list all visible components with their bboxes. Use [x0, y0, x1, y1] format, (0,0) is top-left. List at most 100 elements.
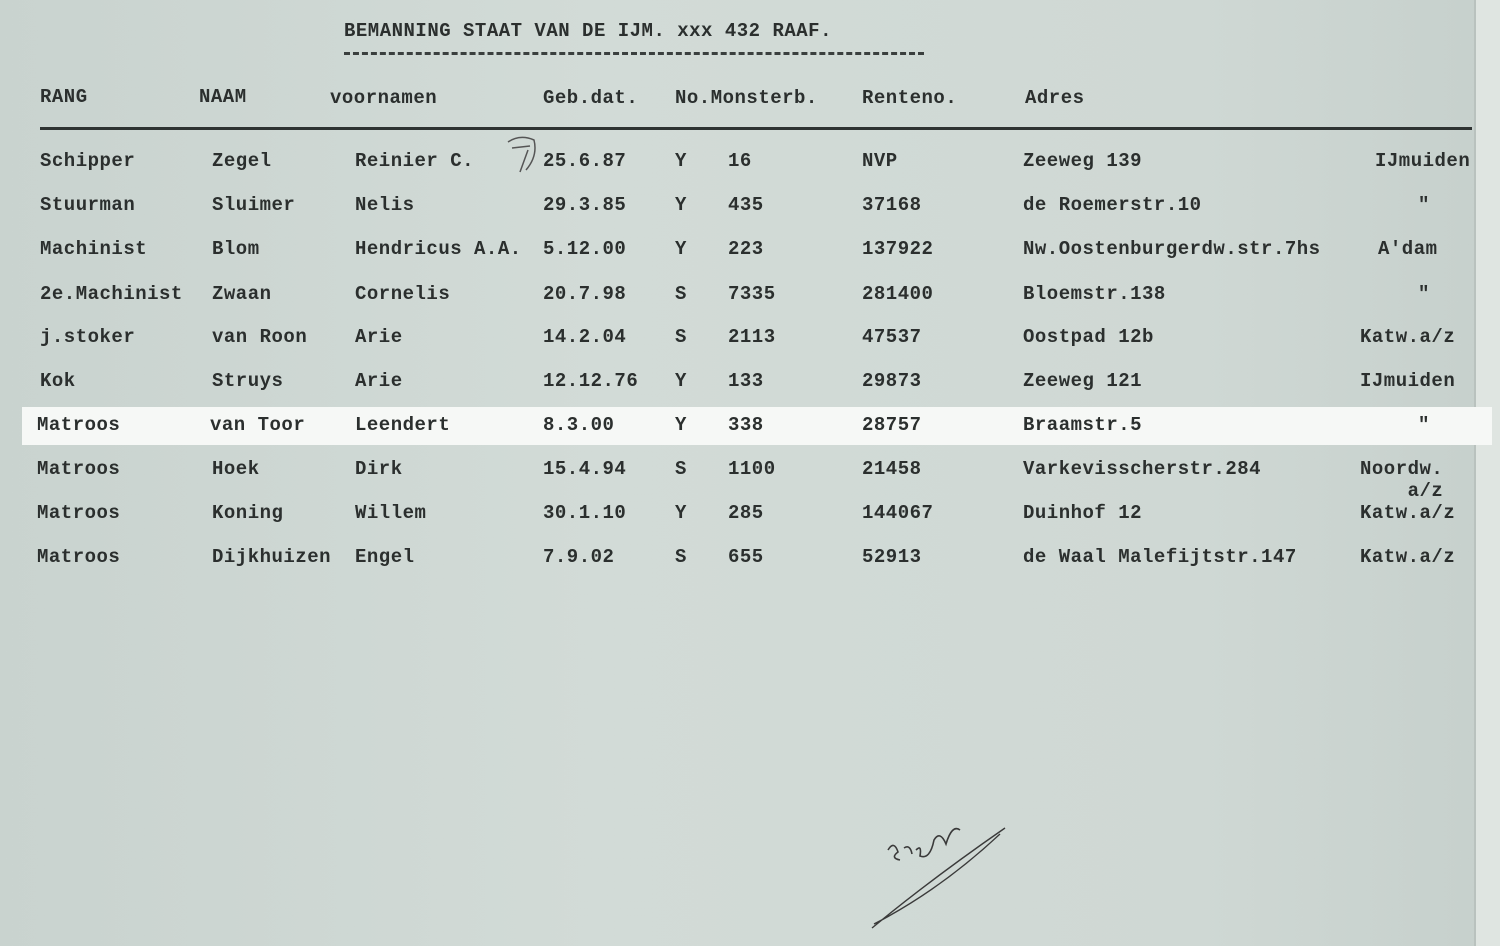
cell-adres: Zeeweg 139 — [1023, 150, 1143, 172]
signature — [871, 827, 1006, 929]
cell-renteno: 281400 — [862, 283, 934, 305]
cell-plaats: IJmuiden — [1375, 150, 1471, 172]
cell-monsterb: 223 — [728, 238, 764, 260]
cell-plaats: " — [1418, 194, 1430, 216]
cell-rang: Schipper — [40, 150, 136, 172]
cell-geb: 5.12.00 — [543, 238, 627, 260]
cell-renteno: 29873 — [862, 370, 922, 392]
cell-voornamen: Leendert — [355, 414, 451, 436]
cell-voornamen: Willem — [355, 502, 427, 524]
cell-code: S — [675, 326, 687, 348]
header-adres: Adres — [1025, 87, 1085, 109]
row-highlight — [22, 407, 1492, 445]
cell-plaats: Katw.a/z — [1360, 326, 1456, 348]
cell-code: Y — [675, 150, 687, 172]
cell-adres: Bloemstr.138 — [1023, 283, 1166, 305]
cell-plaats: Noordw. a/z — [1360, 458, 1444, 502]
header-naam: NAAM — [199, 86, 247, 108]
cell-naam: Koning — [212, 502, 284, 524]
cell-code: Y — [675, 414, 687, 436]
cell-rang: Machinist — [40, 238, 148, 260]
cell-voornamen: Dirk — [355, 458, 403, 480]
cell-renteno: 47537 — [862, 326, 922, 348]
cell-rang: Matroos — [37, 502, 121, 524]
cell-code: S — [675, 546, 687, 568]
document-title: BEMANNING STAAT VAN DE IJM. xxx 432 RAAF… — [344, 20, 832, 42]
cell-voornamen: Reinier C. — [355, 150, 475, 172]
cell-code: Y — [675, 370, 687, 392]
cell-adres: de Roemerstr.10 — [1023, 194, 1202, 216]
paper-edge — [1474, 0, 1500, 946]
cell-adres: Nw.Oostenburgerdw.str.7hs — [1023, 238, 1321, 260]
cell-adres: de Waal Malefijtstr.147 — [1023, 546, 1297, 568]
cell-naam: van Roon — [212, 326, 308, 348]
cell-plaats: A'dam — [1378, 238, 1438, 260]
header-renteno: Renteno. — [862, 87, 958, 109]
cell-naam: Blom — [212, 238, 260, 260]
cell-naam: Hoek — [212, 458, 260, 480]
cell-plaats: " — [1418, 414, 1430, 436]
cell-plaats: IJmuiden — [1360, 370, 1456, 392]
cell-plaats: Katw.a/z — [1360, 546, 1456, 568]
cell-monsterb: 655 — [728, 546, 764, 568]
cell-monsterb: 7335 — [728, 283, 776, 305]
title-underline — [344, 52, 924, 55]
cell-naam: Dijkhuizen — [212, 546, 332, 568]
cell-monsterb: 1100 — [728, 458, 776, 480]
cell-rang: Kok — [40, 370, 76, 392]
cell-monsterb: 435 — [728, 194, 764, 216]
cell-adres: Braamstr.5 — [1023, 414, 1143, 436]
cell-rang: Matroos — [37, 546, 121, 568]
cell-adres: Oostpad 12b — [1023, 326, 1154, 348]
cell-geb: 15.4.94 — [543, 458, 627, 480]
cell-monsterb: 133 — [728, 370, 764, 392]
header-voornamen: voornamen — [330, 87, 438, 109]
cell-monsterb: 285 — [728, 502, 764, 524]
cell-code: S — [675, 283, 687, 305]
cell-naam: Zwaan — [212, 283, 272, 305]
cell-renteno: NVP — [862, 150, 898, 172]
cell-geb: 8.3.00 — [543, 414, 615, 436]
cell-naam: van Toor — [210, 414, 306, 436]
cell-voornamen: Engel — [355, 546, 415, 568]
cell-plaats: Katw.a/z — [1360, 502, 1456, 524]
header-gebdat: Geb.dat. — [543, 87, 639, 109]
cell-geb: 29.3.85 — [543, 194, 627, 216]
cell-code: S — [675, 458, 687, 480]
header-monsterb: No.Monsterb. — [675, 87, 818, 109]
cell-naam: Zegel — [212, 150, 272, 172]
cell-monsterb: 16 — [728, 150, 752, 172]
cell-rang: Matroos — [37, 458, 121, 480]
cell-voornamen: Arie — [355, 326, 403, 348]
cell-plaats: " — [1418, 283, 1430, 305]
cell-rang: Stuurman — [40, 194, 136, 216]
cell-renteno: 52913 — [862, 546, 922, 568]
cell-geb: 20.7.98 — [543, 283, 627, 305]
cell-code: Y — [675, 238, 687, 260]
cell-adres: Varkevisscherstr.284 — [1023, 458, 1262, 480]
cell-geb: 14.2.04 — [543, 326, 627, 348]
cell-voornamen: Cornelis — [355, 283, 451, 305]
cell-geb: 12.12.76 — [543, 370, 639, 392]
cell-rang: j.stoker — [40, 326, 136, 348]
cell-renteno: 137922 — [862, 238, 934, 260]
cell-geb: 7.9.02 — [543, 546, 615, 568]
cell-renteno: 144067 — [862, 502, 934, 524]
cell-rang: Matroos — [37, 414, 121, 436]
cell-voornamen: Nelis — [355, 194, 415, 216]
cell-renteno: 28757 — [862, 414, 922, 436]
cell-monsterb: 338 — [728, 414, 764, 436]
handwritten-annotation — [507, 136, 536, 173]
cell-adres: Zeeweg 121 — [1023, 370, 1143, 392]
cell-voornamen: Arie — [355, 370, 403, 392]
cell-code: Y — [675, 194, 687, 216]
cell-code: Y — [675, 502, 687, 524]
cell-renteno: 37168 — [862, 194, 922, 216]
cell-adres: Duinhof 12 — [1023, 502, 1143, 524]
cell-geb: 25.6.87 — [543, 150, 627, 172]
header-rang: RANG — [40, 86, 88, 108]
cell-geb: 30.1.10 — [543, 502, 627, 524]
header-rule — [40, 127, 1472, 130]
cell-naam: Sluimer — [212, 194, 296, 216]
cell-naam: Struys — [212, 370, 284, 392]
